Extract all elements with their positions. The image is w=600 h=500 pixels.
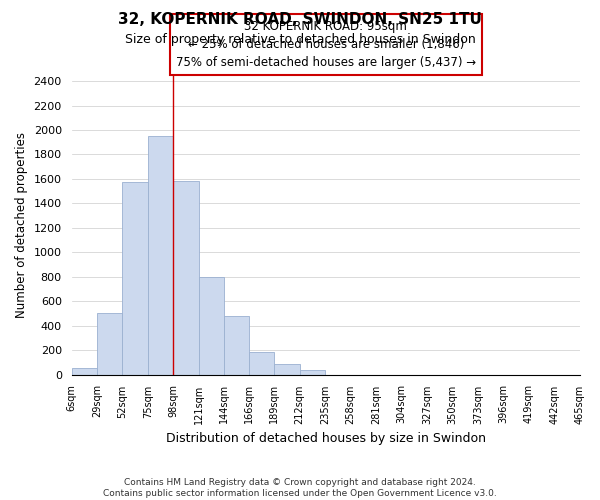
Bar [97,314,122,374]
Bar [249,352,274,374]
Bar [71,368,97,374]
Bar [122,182,148,374]
Text: 32 KOPERNIK ROAD: 95sqm
← 25% of detached houses are smaller (1,846)
75% of semi: 32 KOPERNIK ROAD: 95sqm ← 25% of detache… [176,20,476,69]
Text: Contains HM Land Registry data © Crown copyright and database right 2024.
Contai: Contains HM Land Registry data © Crown c… [103,478,497,498]
Bar [300,370,325,374]
Text: Size of property relative to detached houses in Swindon: Size of property relative to detached ho… [125,32,475,46]
Bar [274,364,300,374]
Bar [199,277,224,374]
Text: 32, KOPERNIK ROAD, SWINDON, SN25 1TU: 32, KOPERNIK ROAD, SWINDON, SN25 1TU [118,12,482,28]
Bar [224,316,249,374]
Bar [148,136,173,374]
Bar [173,181,199,374]
Y-axis label: Number of detached properties: Number of detached properties [15,132,28,318]
X-axis label: Distribution of detached houses by size in Swindon: Distribution of detached houses by size … [166,432,486,445]
